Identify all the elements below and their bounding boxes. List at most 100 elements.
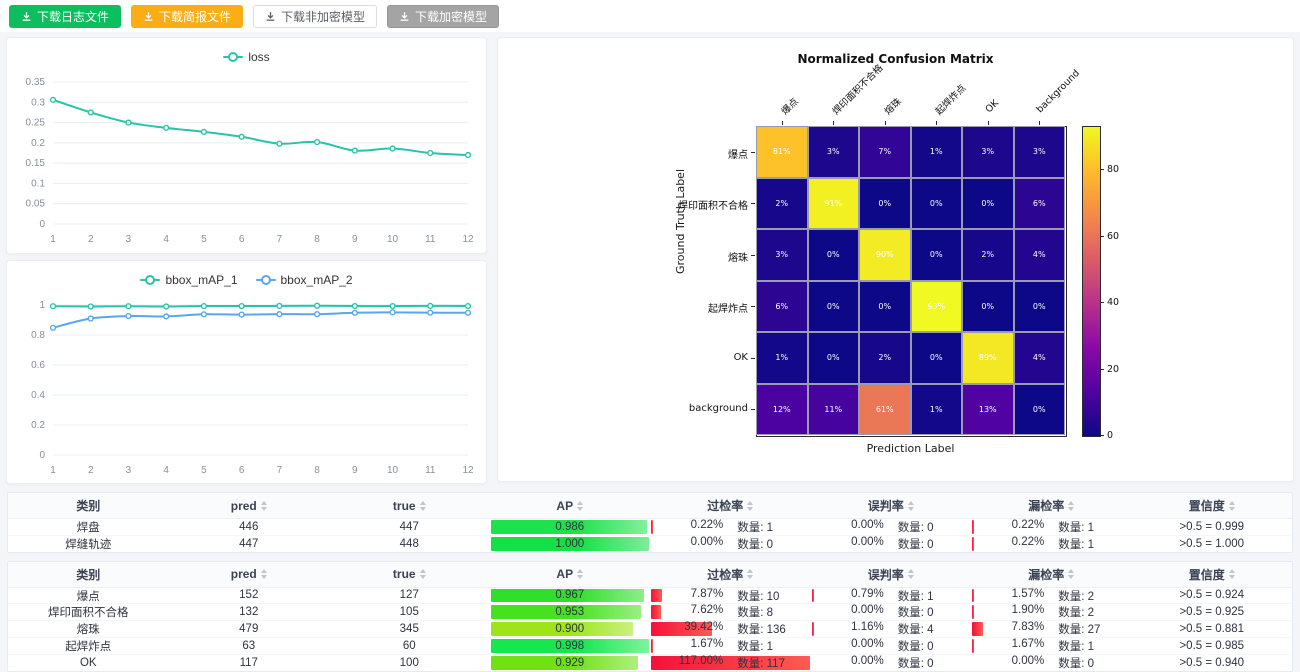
pred-cell-value: 132 xyxy=(239,606,259,619)
legend-item-bbox_mAP_2[interactable]: bbox_mAP_2 xyxy=(255,273,353,287)
matrix-cell: 0% xyxy=(910,332,962,384)
sort-carets-icon xyxy=(419,500,426,511)
matrix-cell-value: 2% xyxy=(878,353,892,363)
misjudge-rate-cell-count: 数量: 0 xyxy=(897,640,934,653)
ap-bar xyxy=(490,622,633,636)
column-header-误判率[interactable]: 误判率 xyxy=(811,493,972,518)
y-tick xyxy=(751,151,755,153)
confidence-cell-value: >0.5 = 0.881 xyxy=(1179,623,1245,636)
column-header-label: 置信度 xyxy=(1188,499,1225,513)
ap-cell: 0.967 xyxy=(490,588,651,604)
miss-rate-cell-bar xyxy=(972,605,974,620)
column-header-漏检率[interactable]: 漏检率 xyxy=(971,493,1132,518)
x-tick-label: 9 xyxy=(352,465,358,476)
confidence-cell: >0.5 = 0.940 xyxy=(1132,655,1293,671)
matrix-cell-value: 0% xyxy=(878,198,892,208)
sort-carets-icon xyxy=(1068,500,1075,511)
x-tick-label: 8 xyxy=(314,234,320,245)
legend-item-bbox_mAP_1[interactable]: bbox_mAP_1 xyxy=(140,273,238,287)
matrix-cell-value: 1% xyxy=(929,404,943,414)
matrix-cell-value: 89% xyxy=(978,353,997,363)
over-rate-cell: 39.42% 数量: 136 xyxy=(650,621,811,637)
table-header-row: 类别 pred true AP 过检率 误判率 漏检率 置信度 xyxy=(8,493,1292,519)
column-header-label: AP xyxy=(556,567,574,582)
column-header-过检率[interactable]: 过检率 xyxy=(650,562,811,587)
x-tick-label: 5 xyxy=(201,465,207,476)
ap-value: 0.986 xyxy=(555,520,585,533)
data-point xyxy=(87,303,94,310)
over-rate-cell: 7.87% 数量: 10 xyxy=(650,588,811,604)
loss-chart-card: loss 0 0.05 0.1 0.15 0.2 0.25 0.3 0.35 1 2 3 4 5 6 7 8 9… xyxy=(6,37,487,254)
column-header-pred[interactable]: pred xyxy=(169,562,330,587)
over-rate-cell-count: 数量: 10 xyxy=(737,590,780,603)
matrix-cell-value: 11% xyxy=(824,404,843,414)
y-tick-label: 0.8 xyxy=(31,330,45,341)
download-icon xyxy=(144,12,153,21)
confidence-cell-value: >0.5 = 0.925 xyxy=(1179,606,1245,619)
legend-marker-icon xyxy=(140,275,161,285)
pred-cell: 63 xyxy=(169,638,330,654)
x-tick xyxy=(1039,121,1041,125)
matrix-cell-value: 13% xyxy=(978,404,997,414)
colorbar-tickmark xyxy=(1100,302,1104,304)
data-point xyxy=(125,119,132,126)
matrix-cell: 11% xyxy=(807,383,859,435)
over-rate-cell-percent: 0.22% xyxy=(690,519,724,531)
miss-rate-cell-bar xyxy=(972,622,983,636)
x-tick-label: 1 xyxy=(50,465,56,476)
matrix-cell-value: 1% xyxy=(775,353,789,363)
miss-rate-cell-bar xyxy=(972,638,974,653)
matrix-cell: 0% xyxy=(910,229,962,281)
miss-rate-cell-percent: 0.00% xyxy=(1011,654,1045,667)
column-header-pred[interactable]: pred xyxy=(169,493,330,518)
over-rate-cell: 117.00% 数量: 117 xyxy=(650,655,811,671)
data-point xyxy=(351,302,358,310)
pred-cell: 447 xyxy=(169,536,330,552)
matrix-cell: 12% xyxy=(756,383,808,435)
column-header-true[interactable]: true xyxy=(329,493,490,518)
button-label: 下载简报文件 xyxy=(159,10,232,24)
miss-rate-cell-percent: 0.22% xyxy=(1011,519,1045,531)
confusion-matrix-card: Normalized Confusion Matrix 81% 3% 7% 1% 3% 3… xyxy=(497,37,1294,482)
miss-rate-cell: 0.22% 数量: 1 xyxy=(971,519,1132,535)
y-tick-label: 0.25 xyxy=(26,118,46,129)
y-tick-label: 0.2 xyxy=(31,138,45,149)
column-header-置信度[interactable]: 置信度 xyxy=(1132,562,1293,587)
column-header-漏检率[interactable]: 漏检率 xyxy=(971,562,1132,587)
column-header-true[interactable]: true xyxy=(329,562,490,587)
matrix-cell: 3% xyxy=(756,229,808,281)
download-plain-model-button[interactable]: 下载非加密模型 xyxy=(253,5,378,28)
data-point xyxy=(125,303,132,310)
legend-label: bbox_mAP_2 xyxy=(280,273,353,287)
colorbar-tick-label: 20 xyxy=(1107,363,1120,375)
matrix-cell-value: 6% xyxy=(775,301,789,311)
data-point xyxy=(389,302,396,310)
y-tick-label: 0 xyxy=(39,450,45,461)
column-header-置信度[interactable]: 置信度 xyxy=(1132,493,1293,518)
column-header-label: 类别 xyxy=(76,567,101,582)
legend-marker-icon xyxy=(255,275,276,285)
x-tick xyxy=(936,121,938,125)
column-header-误判率[interactable]: 误判率 xyxy=(811,562,972,587)
column-header-过检率[interactable]: 过检率 xyxy=(650,493,811,518)
category-cell: 焊盘 xyxy=(8,519,169,535)
matrix-cell-value: 91% xyxy=(824,198,843,208)
category-cell: 爆点 xyxy=(8,588,169,604)
download-report-button[interactable]: 下载简报文件 xyxy=(131,5,244,28)
sort-carets-icon xyxy=(577,569,584,580)
download-log-button[interactable]: 下载日志文件 xyxy=(9,5,122,28)
download-encrypted-model-button[interactable]: 下载加密模型 xyxy=(387,5,500,28)
confidence-cell: >0.5 = 0.924 xyxy=(1132,588,1293,604)
true-cell: 60 xyxy=(329,638,490,654)
data-point xyxy=(87,109,94,116)
column-header-AP[interactable]: AP xyxy=(490,562,651,587)
matrix-row-label: 起焊炸点 xyxy=(708,304,748,316)
column-header-AP[interactable]: AP xyxy=(490,493,651,518)
colorbar-tickmark xyxy=(1100,235,1104,237)
miss-rate-cell: 7.83% 数量: 27 xyxy=(971,621,1132,637)
matrix-cell-value: 6% xyxy=(1032,198,1046,208)
y-tick-label: 0.4 xyxy=(31,390,45,401)
pred-cell-value: 479 xyxy=(239,623,259,636)
y-tick-label: 0.05 xyxy=(26,199,46,210)
legend-item-loss[interactable]: loss xyxy=(223,50,270,64)
